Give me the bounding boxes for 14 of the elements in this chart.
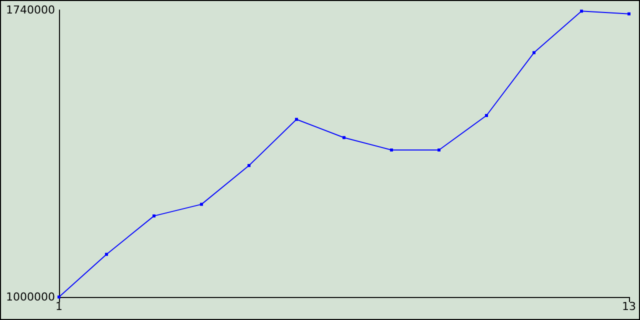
x-tick-label: 13: [622, 300, 636, 313]
point: [532, 51, 536, 54]
point: [105, 252, 108, 256]
y-tick-label: 1740000: [6, 4, 55, 16]
point: [152, 214, 156, 218]
y-tick-label: 1000000: [6, 290, 55, 304]
point: [580, 10, 583, 13]
x-tick-label: 1: [56, 300, 62, 313]
point: [628, 12, 630, 16]
point: [248, 164, 250, 168]
point: [295, 118, 298, 121]
line-series: [58, 10, 630, 298]
point: [342, 136, 346, 140]
point: [200, 202, 203, 206]
